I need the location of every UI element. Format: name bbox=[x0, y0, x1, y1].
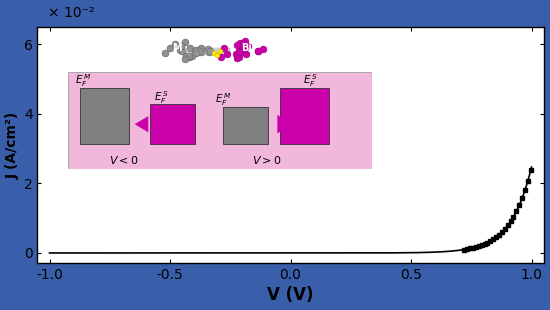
Text: × 10⁻²: × 10⁻² bbox=[48, 6, 94, 20]
X-axis label: V (V): V (V) bbox=[267, 286, 314, 304]
Y-axis label: J (A/cm²): J (A/cm²) bbox=[6, 111, 20, 179]
